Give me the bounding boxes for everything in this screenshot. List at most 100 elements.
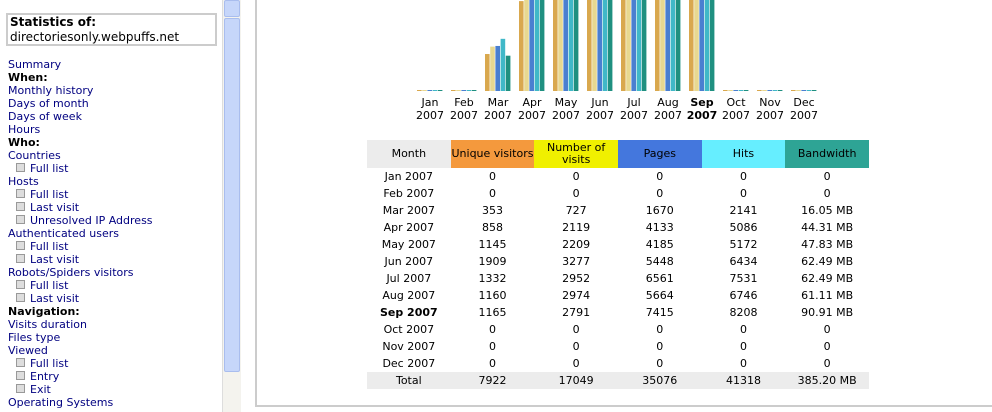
menu-sublink[interactable]: Unresolved IP Address bbox=[8, 214, 153, 227]
bar bbox=[597, 0, 602, 91]
menu-sublink[interactable]: Full list bbox=[8, 279, 153, 292]
value-cell: 0 bbox=[823, 187, 831, 200]
bar bbox=[641, 0, 647, 91]
value-cell: 2119 bbox=[562, 221, 591, 234]
bar bbox=[738, 90, 744, 91]
x-tick-label: Aug 2007 bbox=[654, 96, 682, 122]
menu-link[interactable]: Authenticated users bbox=[8, 227, 119, 240]
content-frame bbox=[255, 0, 992, 407]
stats-label: Statistics of: bbox=[10, 15, 97, 29]
scroll-thumb[interactable] bbox=[224, 18, 240, 372]
menu-link[interactable]: Hosts bbox=[8, 175, 39, 188]
value-cell: 727 bbox=[565, 204, 587, 217]
bar bbox=[500, 38, 506, 91]
value-cell: 62.49 MB bbox=[801, 255, 854, 268]
icon bbox=[16, 241, 25, 250]
bar bbox=[602, 0, 608, 91]
table-row: Jun 2007 1909 3277 5448 6434 62.49 MB bbox=[367, 253, 869, 270]
table-row: Jan 2007 0 0 0 0 0 bbox=[367, 168, 869, 185]
value-cell: 0 bbox=[656, 340, 664, 353]
menu-heading: When: bbox=[8, 71, 48, 84]
bar bbox=[767, 90, 772, 91]
menu-sublink[interactable]: Exit bbox=[8, 383, 153, 396]
value-cell: 5172 bbox=[729, 238, 758, 251]
menu-link[interactable]: Visits duration bbox=[8, 318, 87, 331]
header-cell: Bandwidth bbox=[785, 140, 869, 168]
month-cell: Oct 2007 bbox=[383, 323, 435, 336]
icon bbox=[16, 280, 25, 289]
value-cell: 0 bbox=[488, 187, 496, 200]
scrollbar[interactable] bbox=[222, 0, 241, 412]
value-cell: 6561 bbox=[645, 272, 674, 285]
x-tick-label: Sep 2007 bbox=[686, 96, 718, 122]
menu-link[interactable]: Robots/Spiders visitors bbox=[8, 266, 134, 279]
bar bbox=[519, 1, 524, 91]
sidebar: Statistics of: directoriesonly.webpuffs.… bbox=[0, 0, 222, 412]
bar bbox=[432, 90, 438, 91]
bar bbox=[699, 0, 704, 91]
bar bbox=[471, 90, 477, 91]
month-cell: Jul 2007 bbox=[386, 272, 432, 285]
bar bbox=[529, 0, 534, 92]
menu-link[interactable]: Hours bbox=[8, 123, 41, 136]
menu-link[interactable]: Days of month bbox=[8, 97, 89, 110]
bar bbox=[743, 90, 749, 91]
month-cell: Mar 2007 bbox=[382, 204, 435, 217]
table-row: Nov 2007 0 0 0 0 0 bbox=[367, 338, 869, 355]
value-cell: 0 bbox=[572, 187, 580, 200]
icon bbox=[16, 202, 25, 211]
bar bbox=[762, 90, 767, 91]
menu-sublink[interactable]: Last visit bbox=[8, 292, 153, 305]
bar bbox=[568, 0, 574, 91]
value-cell: 0 bbox=[823, 170, 831, 183]
value-cell: 1145 bbox=[478, 238, 507, 251]
bar bbox=[733, 90, 738, 91]
bar bbox=[466, 90, 472, 91]
bar bbox=[573, 0, 579, 91]
menu-link[interactable]: Summary bbox=[8, 58, 62, 71]
total-cell: 7922 bbox=[450, 372, 535, 389]
scroll-up[interactable] bbox=[224, 0, 240, 17]
bar bbox=[621, 0, 626, 91]
sublink-text: Last visit bbox=[30, 292, 80, 305]
bar bbox=[417, 90, 422, 91]
icon bbox=[16, 189, 25, 198]
value-cell: 90.91 MB bbox=[801, 306, 854, 319]
bar bbox=[660, 0, 665, 91]
menu-link[interactable]: Viewed bbox=[8, 344, 48, 357]
menu-sublink[interactable]: Full list bbox=[8, 188, 153, 201]
menu-sublink[interactable]: Full list bbox=[8, 162, 153, 175]
bar bbox=[485, 54, 490, 91]
total-cell: 17049 bbox=[534, 372, 618, 389]
menu-sublink[interactable]: Last visit bbox=[8, 253, 153, 266]
menu-link[interactable]: Countries bbox=[8, 149, 61, 162]
menu-sublink[interactable]: Entry bbox=[8, 370, 153, 383]
menu-link[interactable]: Days of week bbox=[8, 110, 82, 123]
header-cell: Unique visitors bbox=[450, 140, 535, 168]
bar bbox=[539, 0, 545, 92]
bar bbox=[456, 90, 461, 91]
value-cell: 0 bbox=[739, 170, 747, 183]
value-cell: 61.11 MB bbox=[801, 289, 854, 302]
menu-link[interactable]: Monthly history bbox=[8, 84, 94, 97]
table-row: Sep 2007 1165 2791 7415 8208 90.91 MB bbox=[367, 304, 869, 321]
table-row: Aug 2007 1160 2974 5664 6746 61.11 MB bbox=[367, 287, 869, 304]
bar bbox=[694, 0, 699, 92]
menu-link[interactable]: Files type bbox=[8, 331, 61, 344]
menu-sublink[interactable]: Full list bbox=[8, 240, 153, 253]
value-cell: 1165 bbox=[478, 306, 507, 319]
menu-link[interactable]: Operating Systems bbox=[8, 396, 114, 409]
bar bbox=[461, 90, 466, 91]
value-cell: 2974 bbox=[562, 289, 591, 302]
bar bbox=[524, 0, 529, 92]
value-cell: 47.83 MB bbox=[801, 238, 854, 251]
menu-sublink[interactable]: Full list bbox=[8, 357, 153, 370]
stats-box: Statistics of: directoriesonly.webpuffs.… bbox=[6, 13, 217, 46]
sublink-text: Full list bbox=[30, 240, 69, 253]
value-cell: 0 bbox=[488, 170, 496, 183]
icon bbox=[16, 371, 25, 380]
menu-sublink[interactable]: Last visit bbox=[8, 201, 153, 214]
x-tick-label: Jul 2007 bbox=[620, 96, 648, 122]
x-tick-label: Dec 2007 bbox=[790, 96, 818, 122]
value-cell: 0 bbox=[656, 323, 664, 336]
